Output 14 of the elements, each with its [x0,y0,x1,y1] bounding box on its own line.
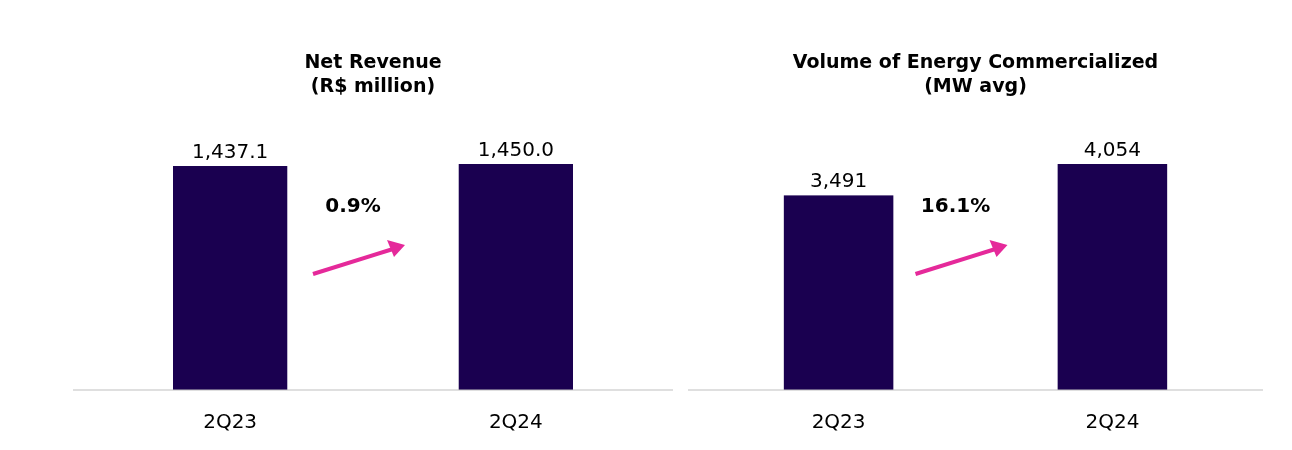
x-tick-label: 2Q24 [488,409,543,433]
annotation: 0.9% [325,193,381,217]
chart-subtitle: (MW avg) [924,74,1027,96]
data-label: 3,491 [809,168,868,193]
data-label: 1,450.0 [477,137,555,161]
data-label: 4,054 [1083,137,1142,161]
x-tick-label: 2Q23 [811,409,866,433]
chart-subtitle: (R$ million) [310,74,436,96]
chart-title: Net Revenue [304,50,442,72]
x-tick-label: 2Q23 [203,409,258,433]
chart-title: Volume of Energy Commercialized [792,50,1159,72]
annotation: 16.1% [920,193,991,217]
x-tick-label: 2Q24 [1085,409,1140,433]
data-label: 1,437.1 [191,139,269,164]
